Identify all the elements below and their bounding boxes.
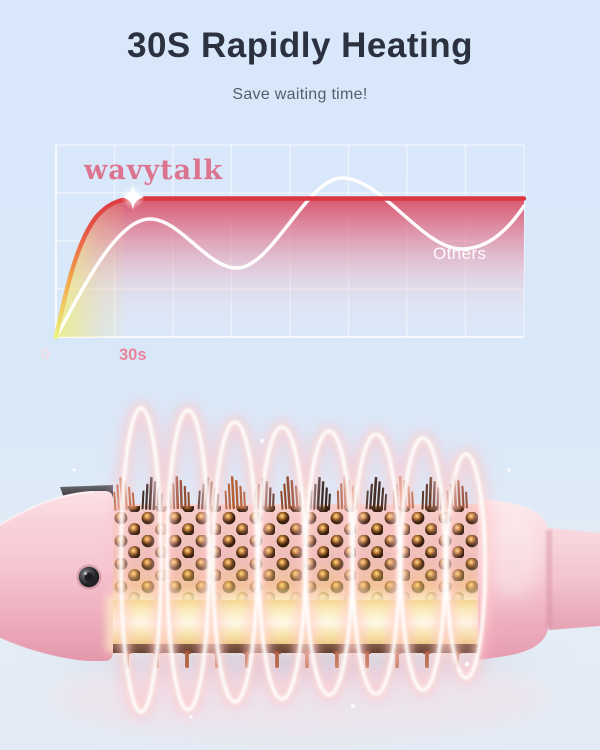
end-cap-right — [478, 498, 600, 660]
power-button-highlight — [83, 571, 88, 576]
chart-plot — [53, 176, 527, 340]
heating-comparison-chart: wavytalk Others 0 30s — [41, 155, 527, 364]
product-illustration — [0, 380, 600, 740]
page-title: 30S Rapidly Heating — [127, 26, 473, 65]
sparkle-marker — [121, 184, 145, 210]
competitor-label: Others — [433, 244, 487, 263]
x-tick-30s: 30s — [119, 346, 147, 364]
x-tick-zero: 0 — [41, 346, 50, 363]
brand-logo: wavytalk — [84, 155, 224, 186]
sparkle-dots — [72, 439, 511, 719]
cap-highlight — [484, 516, 540, 600]
handle-left — [0, 485, 113, 661]
cap-tip — [549, 528, 600, 630]
power-button-center — [84, 572, 94, 582]
page-subtitle: Save waiting time! — [232, 86, 368, 103]
cap-seam — [546, 530, 552, 628]
brand-area-fill — [56, 198, 524, 338]
others-curve — [54, 176, 526, 339]
